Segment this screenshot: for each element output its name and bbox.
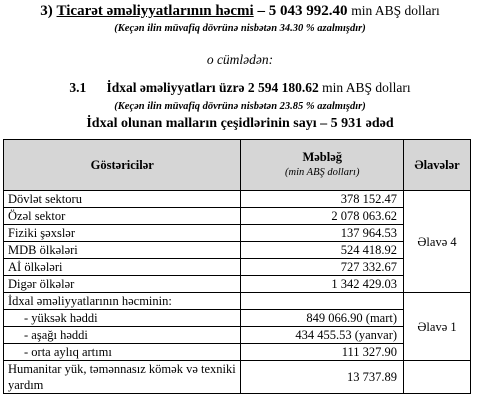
table-header-row: Göstəricilər Məbləğ (min ABŞ dolları) Əl… xyxy=(2,139,471,191)
import-table: Göstəricilər Məbləğ (min ABŞ dolları) Əl… xyxy=(2,139,471,394)
import-label: İdxal əməliyyatları üzrə xyxy=(106,80,245,95)
row-name: Dövlət sektoru xyxy=(2,190,242,208)
row-name: Humanitar yük, təmənnasız kömək və texni… xyxy=(2,360,242,394)
row-name: İdxal əməliyyatlarının həcminin: xyxy=(2,292,242,310)
section-heading: 3) Ticarət əməliyyatlarının həcmi – 5 04… xyxy=(0,3,480,20)
subtitle: o cümlədən: xyxy=(206,52,274,67)
row-value: 524 418.92 xyxy=(240,241,405,259)
table-row: Özəl sektor 2 078 063.62 xyxy=(2,207,471,225)
row-value xyxy=(240,292,405,310)
import-number: 3.1 xyxy=(69,80,87,95)
header-amount: Məbləğ (min ABŞ dolları) xyxy=(240,139,405,191)
row-value: 137 964.53 xyxy=(240,224,405,242)
table-row: Digər ölkələr 1 342 429.03 xyxy=(2,275,471,293)
import-heading: 3.1 İdxal əməliyyatları üzrə 2 594 180.6… xyxy=(0,80,480,96)
row-value: 1 342 429.03 xyxy=(240,275,405,293)
row-value: 13 737.89 xyxy=(240,360,405,394)
table-row: - aşağı həddi 434 455.53 (yanvar) xyxy=(2,326,471,344)
import-kinds: İdxal olunan malların çeşidlərinin sayı … xyxy=(86,116,394,131)
table-row: - orta aylıq artımı 111 327.90 xyxy=(2,343,471,361)
row-name: Digər ölkələr xyxy=(2,275,242,293)
section-unit: min ABŞ dolları xyxy=(351,3,440,18)
row-name: - yüksək həddi xyxy=(2,309,242,327)
import-note: (Keçən ilin müvafiq dövrünə nisbətən 23.… xyxy=(114,101,366,112)
table-row: Fiziki şəxslər 137 964.53 xyxy=(2,224,471,242)
table-row: Dövlət sektoru 378 152.47 Əlavə 4 xyxy=(2,190,471,293)
row-name: Aİ ölkələri xyxy=(2,258,242,276)
table-row: Humanitar yük, təmənnasız kömək və texni… xyxy=(2,360,471,394)
row-value: 434 455.53 (yanvar) xyxy=(240,326,405,344)
section-note: (Keçən ilin müvafiq dövrünə nisbətən 34.… xyxy=(114,23,366,34)
import-unit: min ABŞ dolları xyxy=(322,80,411,95)
row-value: 849 066.90 (mart) xyxy=(240,309,405,327)
table-row: - yüksək həddi 849 066.90 (mart) xyxy=(2,309,471,327)
header-indicators: Göstəricilər xyxy=(2,139,242,191)
row-name: - orta aylıq artımı xyxy=(2,343,242,361)
import-amount: 2 594 180.62 xyxy=(247,80,319,95)
header-amount-unit: (min ABŞ dolları) xyxy=(285,167,360,178)
section-number: 3) xyxy=(40,3,53,19)
row-value: 111 327.90 xyxy=(240,343,405,361)
appendix-1-label: Əlavə 1 xyxy=(417,319,457,334)
appendix-1-cell: Əlavə 1 xyxy=(403,292,471,361)
section-amount: 5 043 992.40 xyxy=(268,3,348,19)
row-name: Fiziki şəxslər xyxy=(2,224,242,242)
table-row: Aİ ölkələri 727 332.67 xyxy=(2,258,471,276)
header-amount-label: Məbləğ xyxy=(302,150,343,164)
table-row: MDB ölkələri 524 418.92 xyxy=(2,241,471,259)
empty-appendix-cell xyxy=(403,360,471,394)
row-name: - aşağı həddi xyxy=(2,326,242,344)
appendix-4-cell: Əlavə 4 xyxy=(403,190,471,293)
section-dash: – xyxy=(257,3,265,19)
row-value: 2 078 063.62 xyxy=(240,207,405,225)
row-name: Özəl sektor xyxy=(2,207,242,225)
section-title: Ticarət əməliyyatlarının həcmi xyxy=(56,3,254,19)
row-name: MDB ölkələri xyxy=(2,241,242,259)
row-value: 727 332.67 xyxy=(240,258,405,276)
appendix-4-label: Əlavə 4 xyxy=(417,234,457,249)
row-value: 378 152.47 xyxy=(240,190,405,208)
header-appendix: Əlavələr xyxy=(403,139,471,191)
table-row: İdxal əməliyyatlarının həcminin: Əlavə 1 xyxy=(2,292,471,361)
